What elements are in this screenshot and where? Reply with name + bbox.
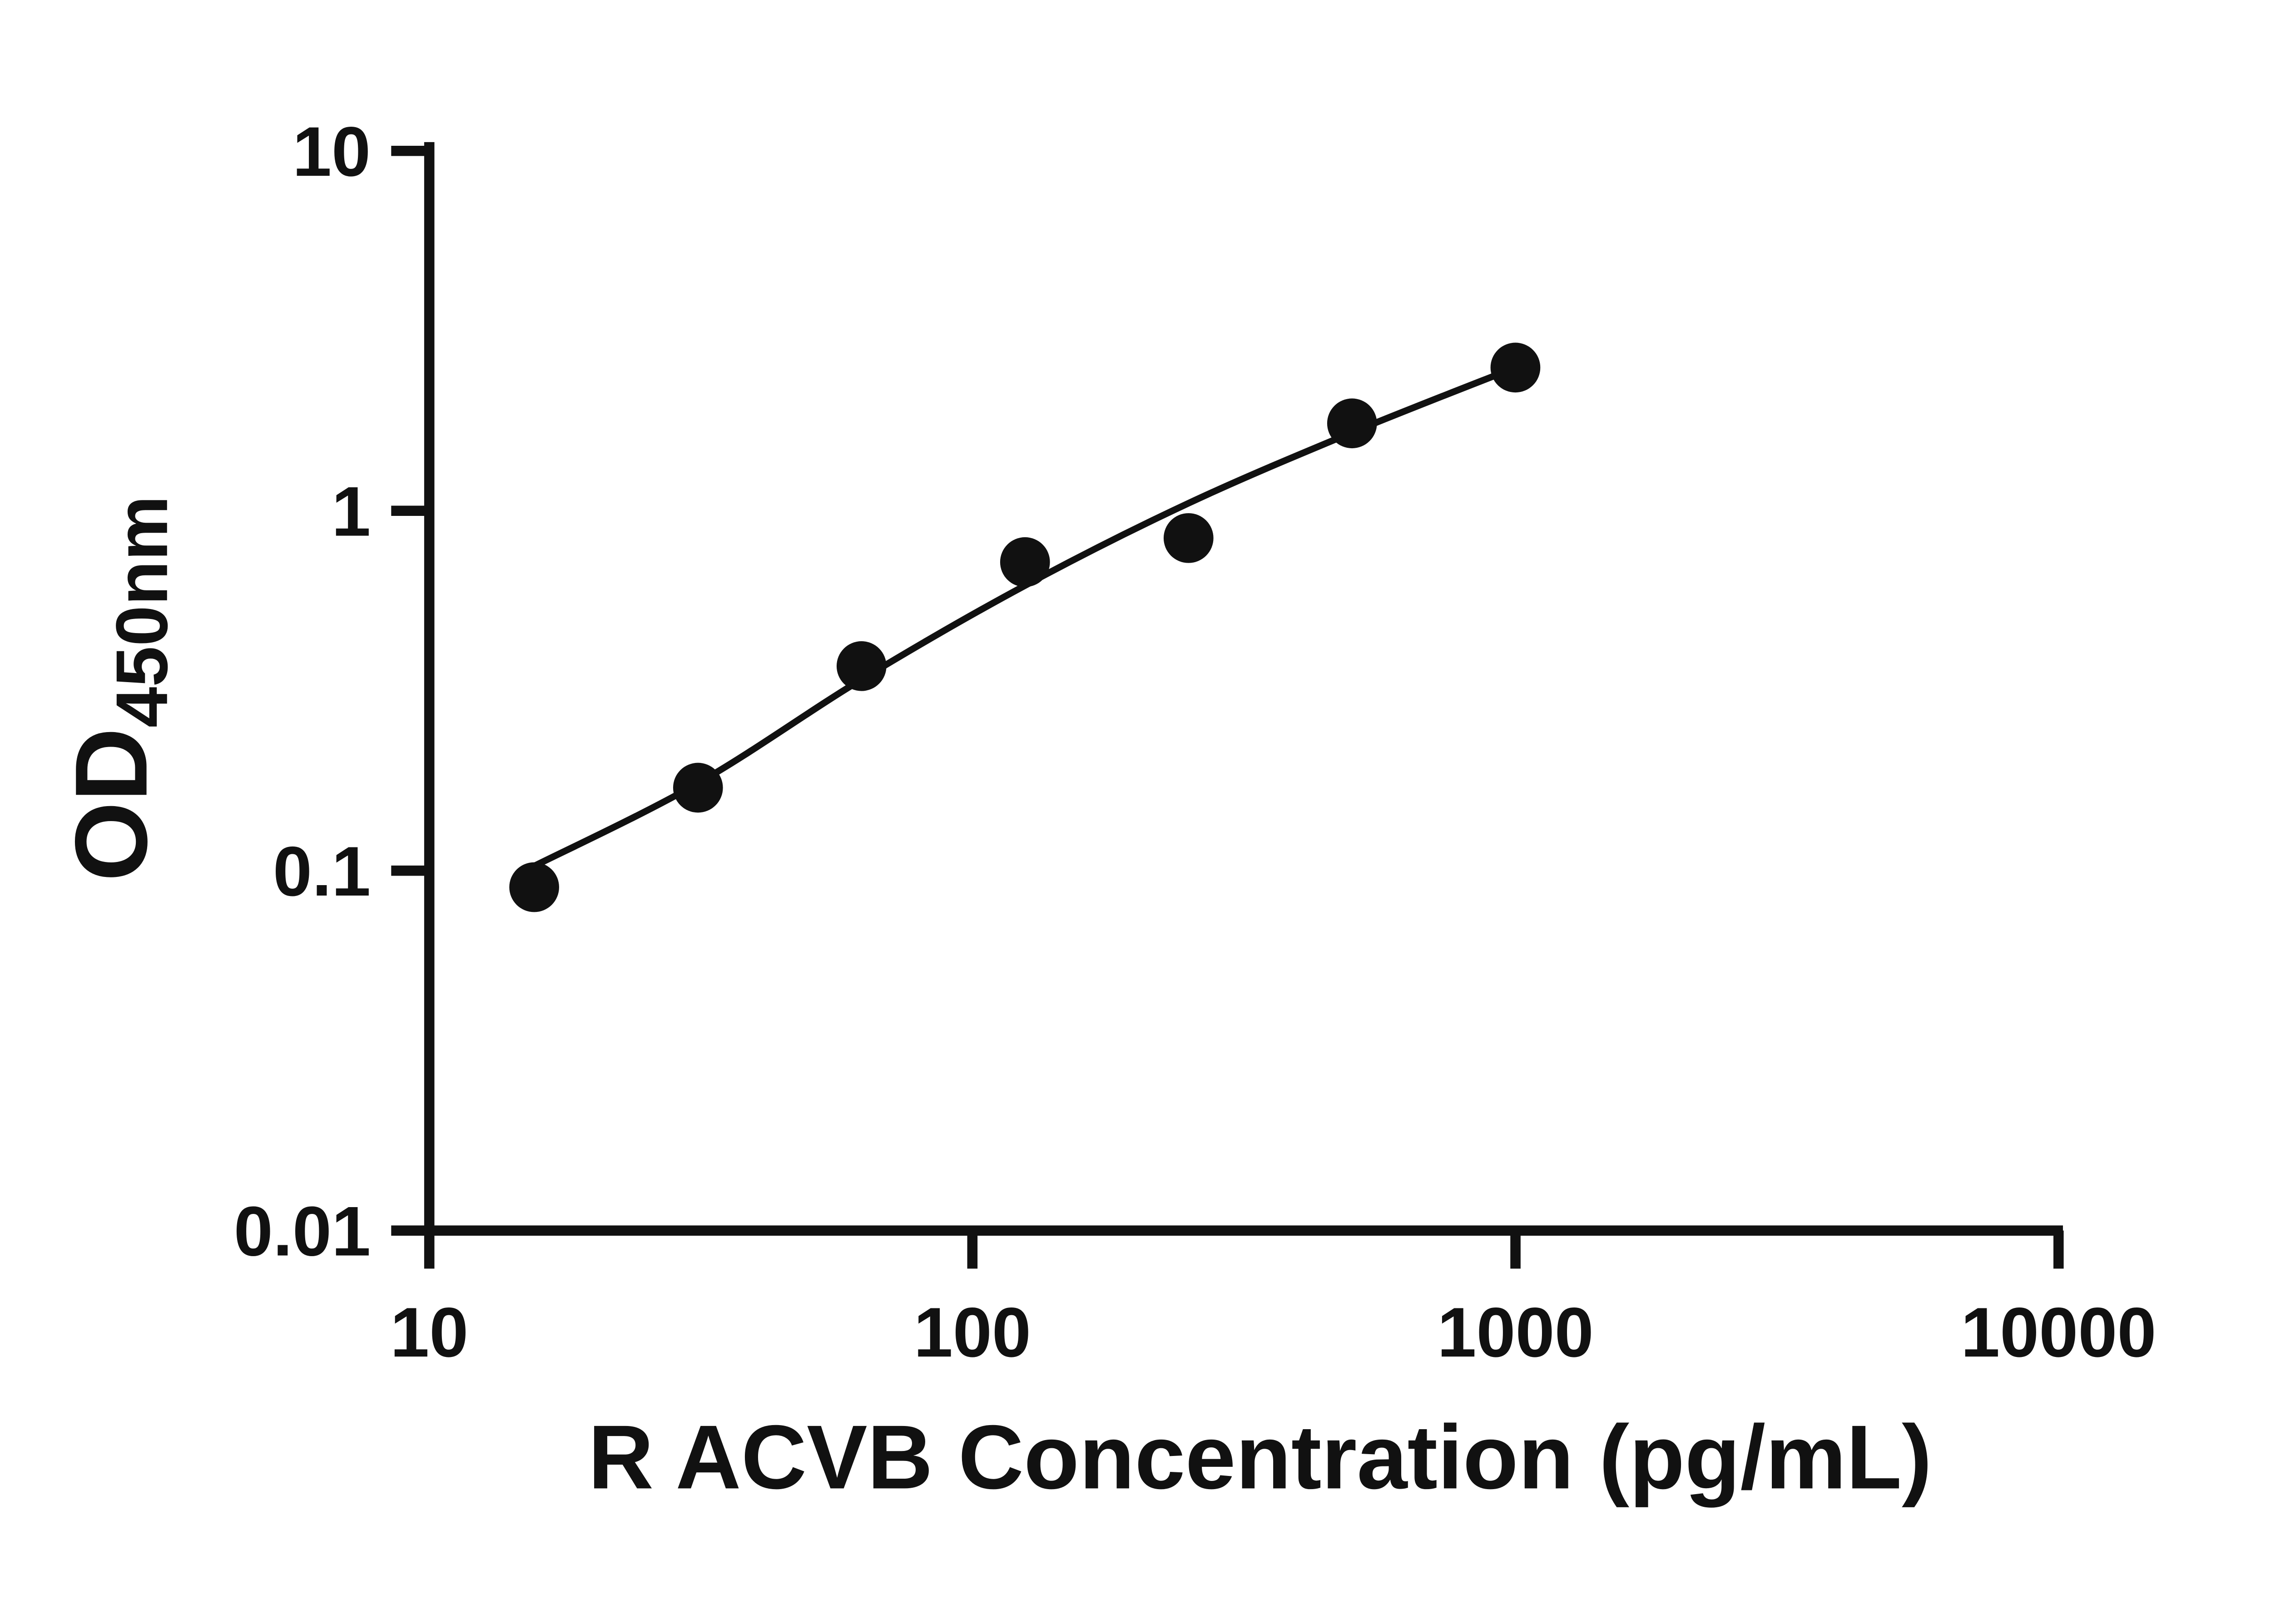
data-point bbox=[509, 862, 559, 912]
data-point bbox=[1000, 537, 1050, 587]
x-tick-label: 100 bbox=[914, 1293, 1031, 1371]
x-tick-label: 1000 bbox=[1437, 1293, 1593, 1371]
y-axis-title-subscript: 450nm bbox=[101, 495, 183, 728]
data-point bbox=[1490, 342, 1541, 393]
y-tick-label: 0.01 bbox=[234, 1192, 371, 1271]
y-axis-title: OD450nm bbox=[54, 495, 183, 881]
y-tick-label: 10 bbox=[293, 112, 371, 191]
x-axis-title: R ACVB Concentration (pg/mL) bbox=[588, 1406, 1932, 1508]
data-point bbox=[673, 762, 723, 813]
chart-canvas: 10 100 1000 10000 0.01 0.1 1 10 R ACVB Concentr… bbox=[54, 112, 2157, 1508]
data-points bbox=[509, 342, 1541, 912]
axes: 10 100 1000 10000 0.01 0.1 1 10 bbox=[234, 112, 2157, 1371]
data-point bbox=[836, 641, 887, 691]
y-tick-label: 1 bbox=[332, 472, 371, 551]
data-point bbox=[1327, 398, 1377, 449]
x-tick-label: 10 bbox=[390, 1293, 468, 1371]
x-tick-label: 10000 bbox=[1961, 1293, 2157, 1371]
y-axis-title-main: OD bbox=[54, 728, 169, 881]
data-point bbox=[1163, 513, 1214, 563]
elisa-standard-curve-figure: 10 100 1000 10000 0.01 0.1 1 10 R ACVB Concentr… bbox=[54, 112, 2157, 1508]
y-tick-label: 0.1 bbox=[273, 832, 371, 911]
